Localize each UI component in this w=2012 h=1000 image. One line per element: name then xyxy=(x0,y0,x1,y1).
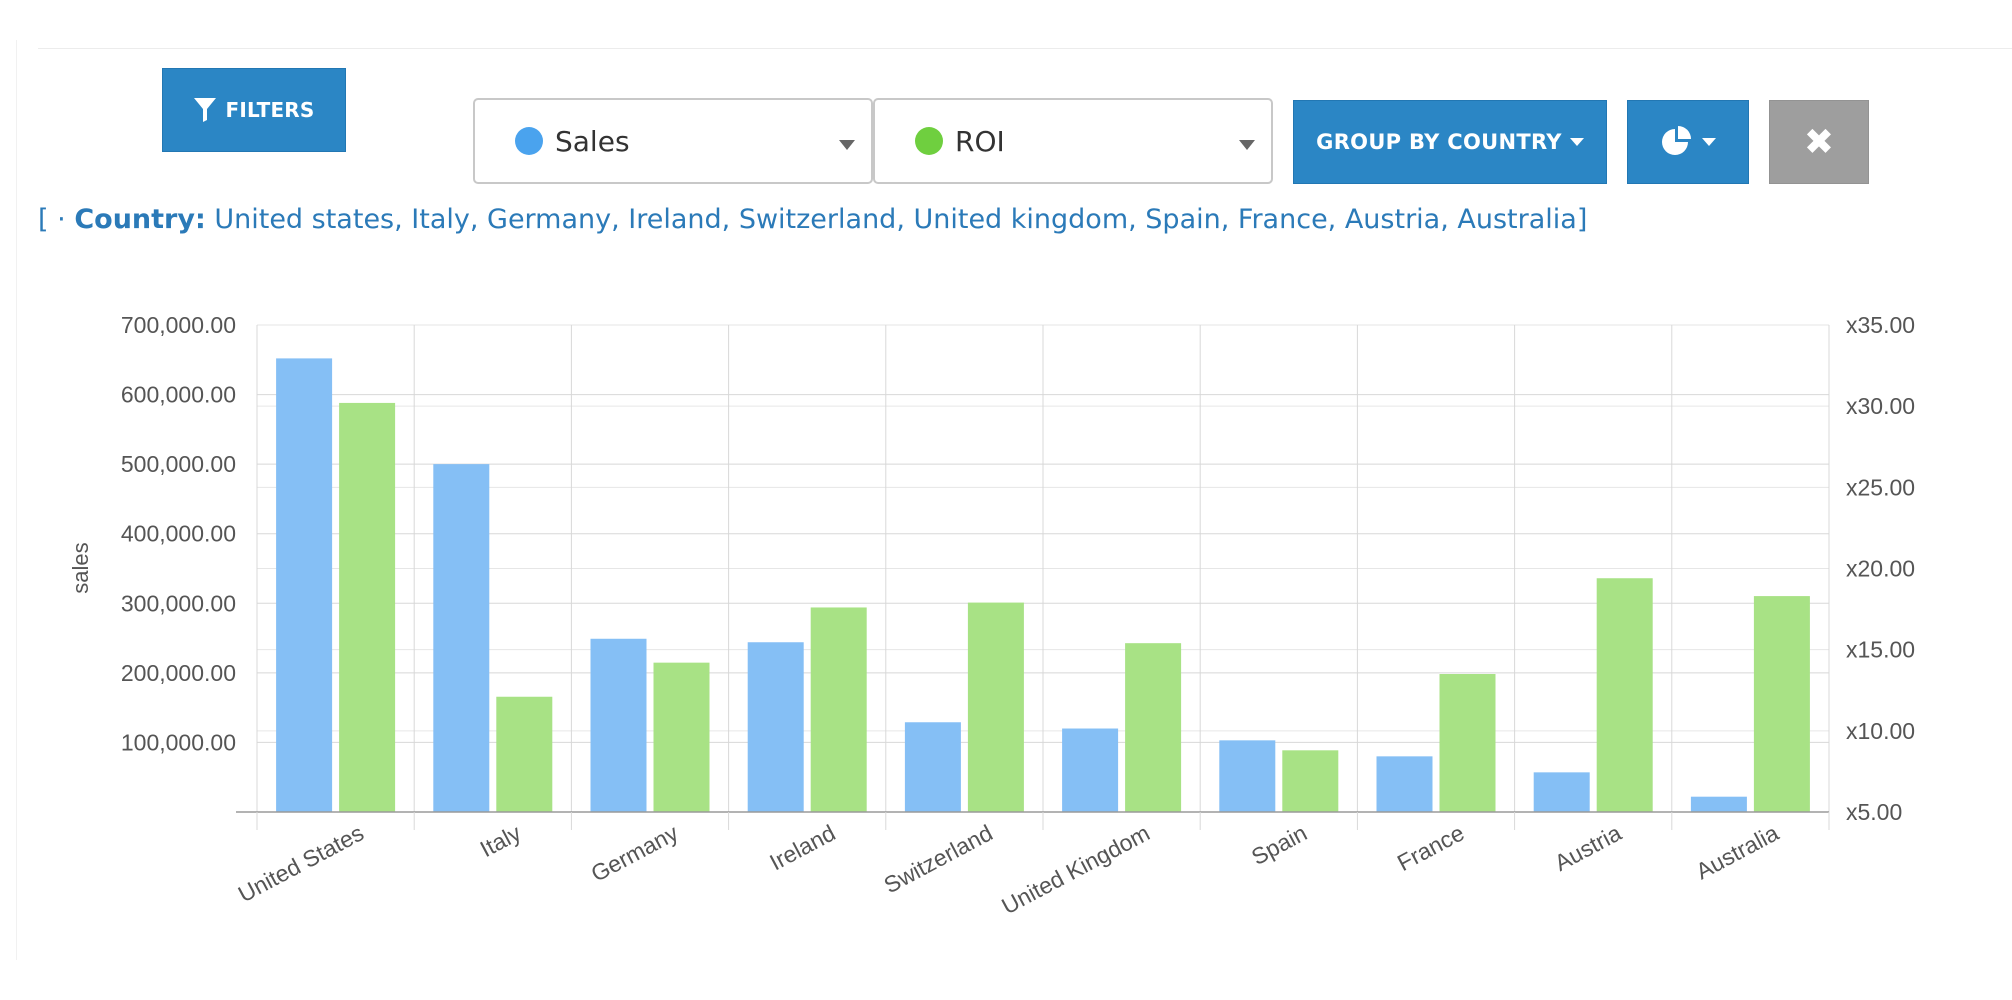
left-border xyxy=(16,40,17,960)
filter-icon xyxy=(194,98,217,122)
x-category-label-0: United States xyxy=(234,819,368,907)
y-right-tick-label-2: x15.00 xyxy=(1846,637,1915,663)
group-by-country-button[interactable]: GROUP BY COUNTRY xyxy=(1293,100,1607,184)
bar-roi-1 xyxy=(496,696,553,812)
filter-bullet: · xyxy=(57,204,66,235)
bar-roi-3 xyxy=(810,607,867,812)
y-right-tick-label-1: x10.00 xyxy=(1846,718,1915,744)
chevron-down-icon xyxy=(839,140,855,150)
caret-down-icon xyxy=(1569,138,1584,146)
sales-color-dot xyxy=(515,127,543,155)
group-by-label: GROUP BY COUNTRY xyxy=(1316,130,1562,154)
y-right-tick-label-4: x25.00 xyxy=(1846,474,1915,500)
metric-select-roi-label: ROI xyxy=(955,124,1005,158)
bar-roi-7 xyxy=(1439,674,1496,812)
x-category-label-3: Ireland xyxy=(765,819,839,875)
bar-sales-5 xyxy=(1062,728,1119,812)
x-category-label-1: Italy xyxy=(476,819,526,862)
filter-values[interactable]: United states, Italy, Germany, Ireland, … xyxy=(214,204,1577,235)
x-category-label-9: Australia xyxy=(1692,819,1783,884)
y-right-tick-label-6: x35.00 xyxy=(1846,312,1915,338)
pie-chart-icon xyxy=(1662,126,1691,155)
x-category-label-4: Switzerland xyxy=(880,819,997,898)
y-left-tick-label-3: 400,000.00 xyxy=(121,521,236,547)
bar-roi-8 xyxy=(1596,578,1653,812)
close-icon: ✖ xyxy=(1803,121,1835,163)
y-left-tick-label-6: 700,000.00 xyxy=(121,312,236,338)
y-left-tick-label-5: 600,000.00 xyxy=(121,382,236,408)
top-divider xyxy=(38,48,2012,49)
y-right-tick-label-0: x5.00 xyxy=(1846,799,1902,825)
bar-sales-6 xyxy=(1219,740,1276,812)
bar-sales-0 xyxy=(276,358,333,812)
bar-sales-3 xyxy=(747,642,804,812)
chart-type-button[interactable] xyxy=(1627,100,1749,184)
caret-down-icon xyxy=(1702,138,1716,146)
close-button[interactable]: ✖ xyxy=(1769,100,1869,184)
bar-roi-5 xyxy=(1125,643,1182,812)
bar-roi-2 xyxy=(653,662,710,812)
roi-color-dot xyxy=(915,127,943,155)
filter-open-bracket: [ xyxy=(38,204,49,235)
x-category-label-7: France xyxy=(1393,819,1468,876)
y-left-tick-label-4: 500,000.00 xyxy=(121,451,236,477)
x-category-label-6: Spain xyxy=(1247,819,1311,870)
metric-select-roi[interactable]: ROI xyxy=(873,98,1273,184)
x-category-label-5: United Kingdom xyxy=(997,819,1154,919)
bar-roi-4 xyxy=(967,602,1024,812)
bar-sales-8 xyxy=(1533,772,1590,812)
filters-button-label: FILTERS xyxy=(225,98,315,122)
filter-key: Country: xyxy=(74,204,206,235)
metric-select-sales-label: Sales xyxy=(555,124,630,158)
x-category-label-2: Germany xyxy=(587,819,683,887)
y-axis-title: sales xyxy=(68,542,93,593)
bar-sales-7 xyxy=(1376,756,1433,812)
y-right-tick-label-5: x30.00 xyxy=(1846,393,1915,419)
x-category-label-8: Austria xyxy=(1550,819,1626,876)
bar-roi-6 xyxy=(1282,750,1339,812)
bar-roi-9 xyxy=(1753,596,1810,812)
y-left-tick-label-1: 200,000.00 xyxy=(121,660,236,686)
bar-sales-1 xyxy=(433,464,490,812)
filter-close-bracket: ] xyxy=(1576,204,1588,235)
filters-button[interactable]: FILTERS xyxy=(162,68,346,152)
y-left-tick-label-2: 300,000.00 xyxy=(121,590,236,616)
bar-sales-9 xyxy=(1690,796,1747,812)
bar-sales-2 xyxy=(590,638,647,812)
metric-select-sales[interactable]: Sales xyxy=(473,98,873,184)
y-left-tick-label-0: 100,000.00 xyxy=(121,729,236,755)
chevron-down-icon xyxy=(1239,140,1255,150)
active-filter-summary: [ · Country: United states, Italy, Germa… xyxy=(38,204,1587,235)
bar-roi-0 xyxy=(339,402,396,812)
y-right-tick-label-3: x20.00 xyxy=(1846,556,1915,582)
bar-sales-4 xyxy=(904,722,961,812)
